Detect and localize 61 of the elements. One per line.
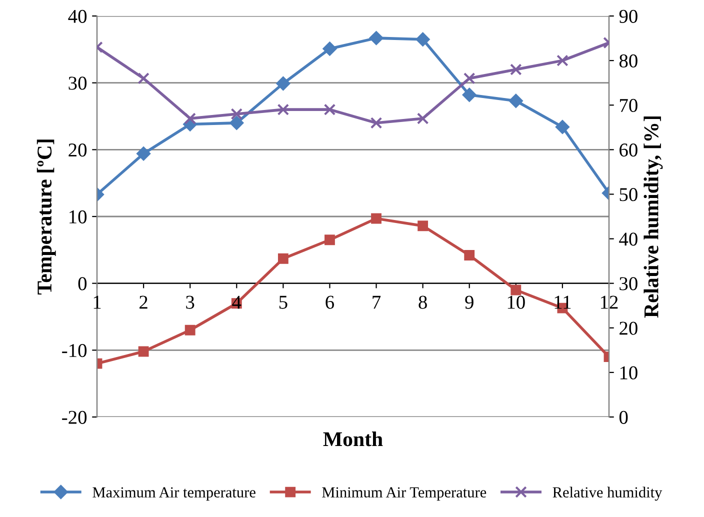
point [508,94,523,108]
y2-tick-label: 10 [620,366,638,380]
y2-tick-label: 80 [619,54,638,68]
x-tick-label: 10 [508,296,525,309]
x-tick-label: 4 [232,296,242,309]
point [138,72,150,84]
point [138,346,149,357]
legend-label: Maximum Air temperature [92,487,256,501]
point [230,116,244,130]
point [324,234,335,246]
y-tick-label: -20 [62,410,87,424]
legend-label: Relative humidity [552,486,662,501]
point [230,108,243,120]
point [370,117,382,129]
y2-tick-label: 30 [620,277,638,290]
x-tick-label: 1 [94,296,101,309]
point [556,120,570,134]
point [556,54,568,66]
y2-tick-label: 0 [619,410,628,424]
x-tick-label: 6 [326,296,334,309]
point [322,42,337,56]
y-tick-label: -10 [62,344,87,358]
y2-tick-label: 70 [620,98,638,112]
x-tick-label: 8 [418,296,427,309]
y-tick-label: 0 [78,277,87,290]
legend-label: Minimum Air Temperature [322,487,486,501]
point [136,146,150,161]
point [369,31,384,45]
y2-axis-title: Relative humidity, [%] [644,116,663,318]
y2-tick-label: 60 [620,143,638,157]
x-tick-label: 7 [372,296,381,309]
y2-tick-label: 90 [619,10,638,23]
point [184,324,196,336]
x-tick-label: 3 [186,296,194,309]
point [416,112,429,124]
x-tick-label: 9 [465,296,474,309]
point [416,32,430,46]
point [371,213,382,224]
y-tick-label: 20 [68,143,87,157]
point [184,112,196,124]
y2-tick-label: 40 [619,232,638,246]
point [463,72,476,84]
point [276,76,290,90]
point [278,253,288,264]
y2-tick-label: 50 [620,188,638,202]
x-axis-title: Month [323,432,383,446]
point [462,88,476,102]
y-tick-label: 40 [68,10,87,23]
point [324,104,336,116]
point [510,64,522,76]
y2-tick-label: 20 [620,322,638,335]
y-tick-label: 30 [68,76,87,90]
y-axis-title: Temperature [ºC] [36,140,56,295]
point [464,250,475,260]
y-tick-label: 10 [70,210,87,224]
x-tick-label: 5 [279,296,288,309]
point [510,284,522,296]
x-tick-label: 12 [600,296,618,309]
x-tick-label: 2 [140,296,148,309]
point [277,104,290,116]
point [418,220,428,232]
